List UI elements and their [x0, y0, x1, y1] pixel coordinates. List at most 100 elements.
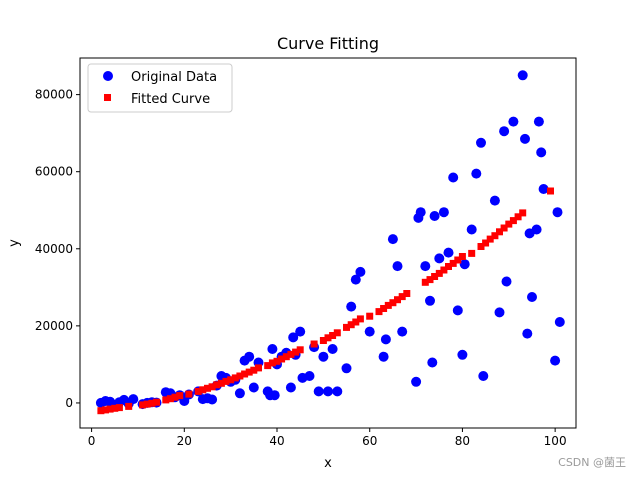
- data-point: [304, 371, 315, 381]
- data-point: [128, 394, 139, 405]
- y-tick-label: 0: [65, 396, 73, 410]
- fitted-point: [491, 232, 499, 240]
- data-point: [517, 70, 528, 81]
- data-point: [554, 317, 565, 327]
- data-point: [466, 224, 477, 235]
- fitted-point: [153, 398, 160, 406]
- fitted-point: [282, 353, 290, 361]
- legend: Original Data Fitted Curve: [87, 63, 233, 113]
- fitted-point: [245, 368, 253, 376]
- fitted-point: [255, 364, 262, 372]
- data-point: [318, 351, 329, 362]
- fitted-point: [194, 387, 202, 395]
- fitted-point: [166, 395, 174, 403]
- data-point: [434, 253, 445, 264]
- fitted-point: [273, 357, 281, 365]
- fitted-point: [278, 355, 286, 363]
- data-point: [248, 382, 259, 393]
- fitted-point: [236, 372, 244, 380]
- fitted-point: [143, 400, 151, 408]
- data-point: [244, 351, 255, 362]
- fitted-point: [125, 402, 133, 410]
- legend-box: [87, 63, 233, 113]
- data-point: [415, 207, 426, 218]
- fitted-point: [171, 393, 179, 401]
- data-point: [538, 184, 549, 194]
- fitted-point: [162, 396, 170, 404]
- fitted-point: [505, 220, 513, 228]
- fitted-point: [445, 263, 452, 270]
- legend-marker-fitted: [104, 94, 111, 101]
- data-point: [520, 133, 530, 144]
- data-point: [392, 261, 403, 272]
- fitted-point: [208, 383, 216, 391]
- data-point: [380, 334, 391, 345]
- data-point: [531, 224, 542, 235]
- fitted-point: [398, 293, 406, 301]
- fitted-point: [268, 359, 276, 367]
- data-point: [341, 363, 352, 374]
- fitted-point: [213, 381, 221, 389]
- fitted-point: [102, 406, 109, 414]
- fitted-point: [454, 256, 462, 264]
- data-point: [457, 349, 468, 360]
- data-point: [489, 195, 500, 206]
- data-point: [508, 116, 519, 127]
- fitted-point: [380, 305, 388, 312]
- fitted-point: [477, 243, 485, 250]
- data-point: [527, 292, 537, 302]
- fitted-point: [426, 276, 434, 284]
- fitted-point: [389, 299, 397, 307]
- fitted-point: [324, 334, 332, 342]
- fitted-point: [482, 239, 490, 247]
- x-axis: 0 20 40 60 80 100: [88, 428, 567, 448]
- fitted-point: [217, 379, 225, 387]
- fitted-point: [509, 217, 517, 225]
- fitted-point: [347, 321, 355, 329]
- series-fitted-curve: [97, 187, 554, 415]
- fitted-point: [176, 392, 184, 400]
- data-point: [269, 390, 280, 401]
- fitted-point: [440, 266, 448, 274]
- fitted-point: [97, 407, 105, 415]
- fitted-point: [148, 399, 156, 407]
- fitted-point: [514, 213, 522, 221]
- y-axis: 0 20000 40000 60000 80000: [35, 88, 80, 410]
- data-point: [522, 328, 533, 339]
- data-point: [285, 382, 296, 393]
- plot-frame: [79, 57, 577, 429]
- data-point: [364, 326, 375, 337]
- y-tick-label: 60000: [35, 165, 73, 179]
- y-axis-label: y: [7, 239, 22, 247]
- fitted-point: [222, 377, 230, 385]
- data-point: [295, 326, 306, 337]
- fitted-point: [375, 308, 383, 316]
- data-point: [323, 386, 333, 397]
- fitted-point: [431, 273, 439, 280]
- x-tick-label: 0: [88, 434, 96, 448]
- fitted-point: [264, 362, 272, 370]
- data-point: [438, 207, 449, 218]
- data-point: [427, 357, 438, 368]
- data-point: [207, 394, 218, 405]
- x-axis-label: x: [324, 456, 332, 471]
- data-point: [501, 276, 512, 287]
- data-point: [397, 326, 408, 337]
- data-point: [332, 386, 343, 397]
- fitted-point: [185, 390, 193, 398]
- watermark-text: CSDN @菌王: [558, 456, 626, 469]
- y-tick-label: 20000: [35, 319, 73, 333]
- fitted-point: [486, 235, 494, 243]
- data-point: [411, 376, 422, 387]
- fitted-point: [227, 376, 235, 384]
- fitted-point: [421, 278, 429, 286]
- fitted-point: [250, 366, 258, 374]
- legend-label-original: Original Data: [131, 70, 217, 85]
- fitted-point: [366, 312, 374, 320]
- data-point: [443, 247, 454, 258]
- fitted-point: [496, 228, 503, 236]
- x-tick-label: 20: [177, 434, 192, 448]
- fitted-point: [333, 329, 341, 337]
- x-tick-label: 100: [544, 434, 567, 448]
